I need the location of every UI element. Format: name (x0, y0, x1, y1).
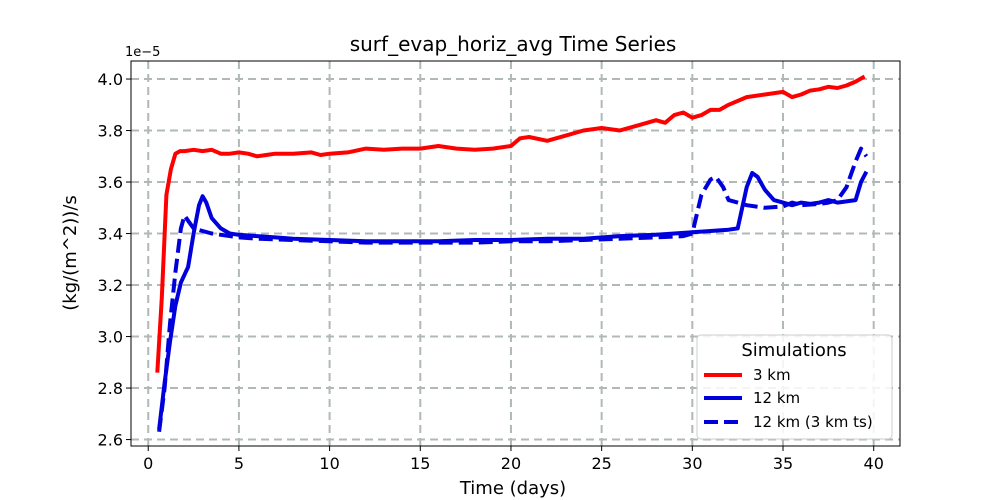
x-tick-label: 20 (501, 454, 521, 473)
chart-title: surf_evap_horiz_avg Time Series (350, 32, 677, 56)
y-axis-label: (kg/(m^2))/s (60, 195, 81, 311)
legend-label-12km-3km-ts: 12 km (3 km ts) (753, 413, 873, 431)
x-tick-label: 0 (143, 454, 153, 473)
x-tick-label: 25 (591, 454, 611, 473)
y-tick-label: 4.0 (98, 70, 123, 89)
legend-label-3km: 3 km (753, 366, 791, 384)
series-line-12-km-3-km-ts (157, 146, 869, 433)
y-tick-label: 3.0 (98, 328, 123, 347)
x-tick-label: 5 (234, 454, 244, 473)
series-group (155, 74, 869, 433)
legend: Simulations 3 km 12 km 12 km (3 km ts) (696, 334, 893, 440)
legend-box (696, 334, 893, 440)
x-axis-label: Time (days) (459, 478, 566, 499)
y-tick-label: 3.8 (98, 122, 123, 141)
legend-title: Simulations (741, 340, 846, 361)
legend-label-12km: 12 km (753, 389, 800, 407)
y-tick-label: 3.4 (98, 225, 123, 244)
x-axis-ticks: 0 5 10 15 20 25 30 35 40 (143, 446, 884, 473)
x-tick-label: 15 (410, 454, 430, 473)
plot-frame (130, 60, 901, 447)
x-tick-label: 40 (864, 454, 884, 473)
y-tick-label: 2.6 (98, 431, 123, 450)
y-tick-label: 2.8 (98, 379, 123, 398)
y-tick-label: 3.6 (98, 173, 123, 192)
y-axis-offset-label: 1e−5 (125, 45, 160, 60)
series-line-3-km (155, 74, 866, 373)
y-tick-label: 3.2 (98, 276, 123, 295)
x-tick-label: 10 (319, 454, 339, 473)
y-axis-ticks: 2.6 2.8 3.0 3.2 3.4 3.6 3.8 4.0 (98, 70, 131, 450)
x-tick-label: 35 (773, 454, 793, 473)
x-tick-label: 30 (682, 454, 702, 473)
